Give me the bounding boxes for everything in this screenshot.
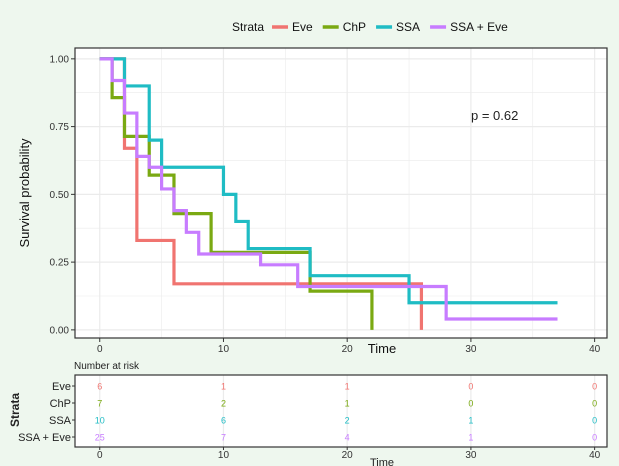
risk-count: 1 <box>345 399 350 409</box>
y-tick-label: 0.75 <box>50 122 70 133</box>
risk-row-label-ssa-eve: SSA + Eve <box>18 432 71 444</box>
risk-x-tick-label: 40 <box>589 450 601 461</box>
risk-table-grid <box>99 375 596 447</box>
risk-x-tick-label: 30 <box>465 450 477 461</box>
risk-x-tick-label: 20 <box>342 450 354 461</box>
risk-row-label-chp: ChP <box>50 398 71 410</box>
risk-count: 6 <box>97 382 102 392</box>
risk-count: 1 <box>468 433 473 443</box>
risk-count: 0 <box>592 399 597 409</box>
risk-count: 2 <box>345 416 350 426</box>
risk-count: 1 <box>221 382 226 392</box>
risk-count: 1 <box>468 416 473 426</box>
legend-label-eve: Eve <box>292 20 313 34</box>
x-tick-label: 40 <box>589 344 601 355</box>
risk-table-x-axis: 0 10 20 30 40 <box>97 447 601 461</box>
risk-row-label-eve: Eve <box>52 381 71 393</box>
survival-curve-ssa <box>99 57 558 305</box>
y-tick-label: 0.25 <box>50 258 70 269</box>
risk-x-tick-label: 10 <box>218 450 230 461</box>
risk-count: 0 <box>592 382 597 392</box>
risk-row-label-ssa: SSA <box>49 415 72 427</box>
survival-curve-ssa-eve <box>99 57 558 321</box>
risk-table-border <box>74 374 608 448</box>
legend-label-ssa-eve: SSA + Eve <box>450 20 508 34</box>
risk-x-tick-label: 0 <box>97 450 103 461</box>
x-axis: 0 10 20 30 40 <box>97 338 601 355</box>
risk-count: 7 <box>97 399 102 409</box>
legend-title: Strata <box>232 20 264 34</box>
plot-border <box>74 47 608 339</box>
risk-table-panel <box>75 375 607 447</box>
risk-count: 0 <box>592 433 597 443</box>
risk-count: 2 <box>221 399 226 409</box>
risk-count: 1 <box>345 382 350 392</box>
risk-count: 6 <box>221 416 226 426</box>
risk-count: 0 <box>592 416 597 426</box>
x-tick-label: 10 <box>218 344 230 355</box>
plot-panel <box>75 48 607 338</box>
x-tick-label: 0 <box>97 344 103 355</box>
grid <box>75 48 607 338</box>
x-axis-title: Time <box>368 341 396 356</box>
risk-count: 0 <box>468 382 473 392</box>
risk-table-x-title: Time <box>370 457 394 466</box>
y-tick-label: 0.00 <box>50 325 70 336</box>
risk-count: 0 <box>468 399 473 409</box>
legend-label-chp: ChP <box>343 20 366 34</box>
survival-curves <box>99 57 558 330</box>
legend: Strata Eve ChP SSA SSA + Eve <box>232 20 508 34</box>
y-axis-title: Survival probability <box>17 138 32 248</box>
risk-count: 4 <box>345 433 350 443</box>
y-axis: 0.00 0.25 0.50 0.75 1.00 <box>50 54 75 336</box>
y-tick-label: 1.00 <box>50 54 70 65</box>
survival-curve-chp <box>99 57 374 330</box>
x-tick-label: 30 <box>465 344 477 355</box>
x-tick-label: 20 <box>342 344 354 355</box>
risk-table-y-title: Strata <box>8 393 22 427</box>
y-tick-label: 0.50 <box>50 190 70 201</box>
risk-table-title: Number at risk <box>74 361 140 372</box>
legend-label-ssa: SSA <box>396 20 420 34</box>
p-value-annotation: p = 0.62 <box>471 108 518 123</box>
risk-count: 25 <box>95 433 105 443</box>
risk-count: 10 <box>95 416 105 426</box>
risk-count: 7 <box>221 433 226 443</box>
